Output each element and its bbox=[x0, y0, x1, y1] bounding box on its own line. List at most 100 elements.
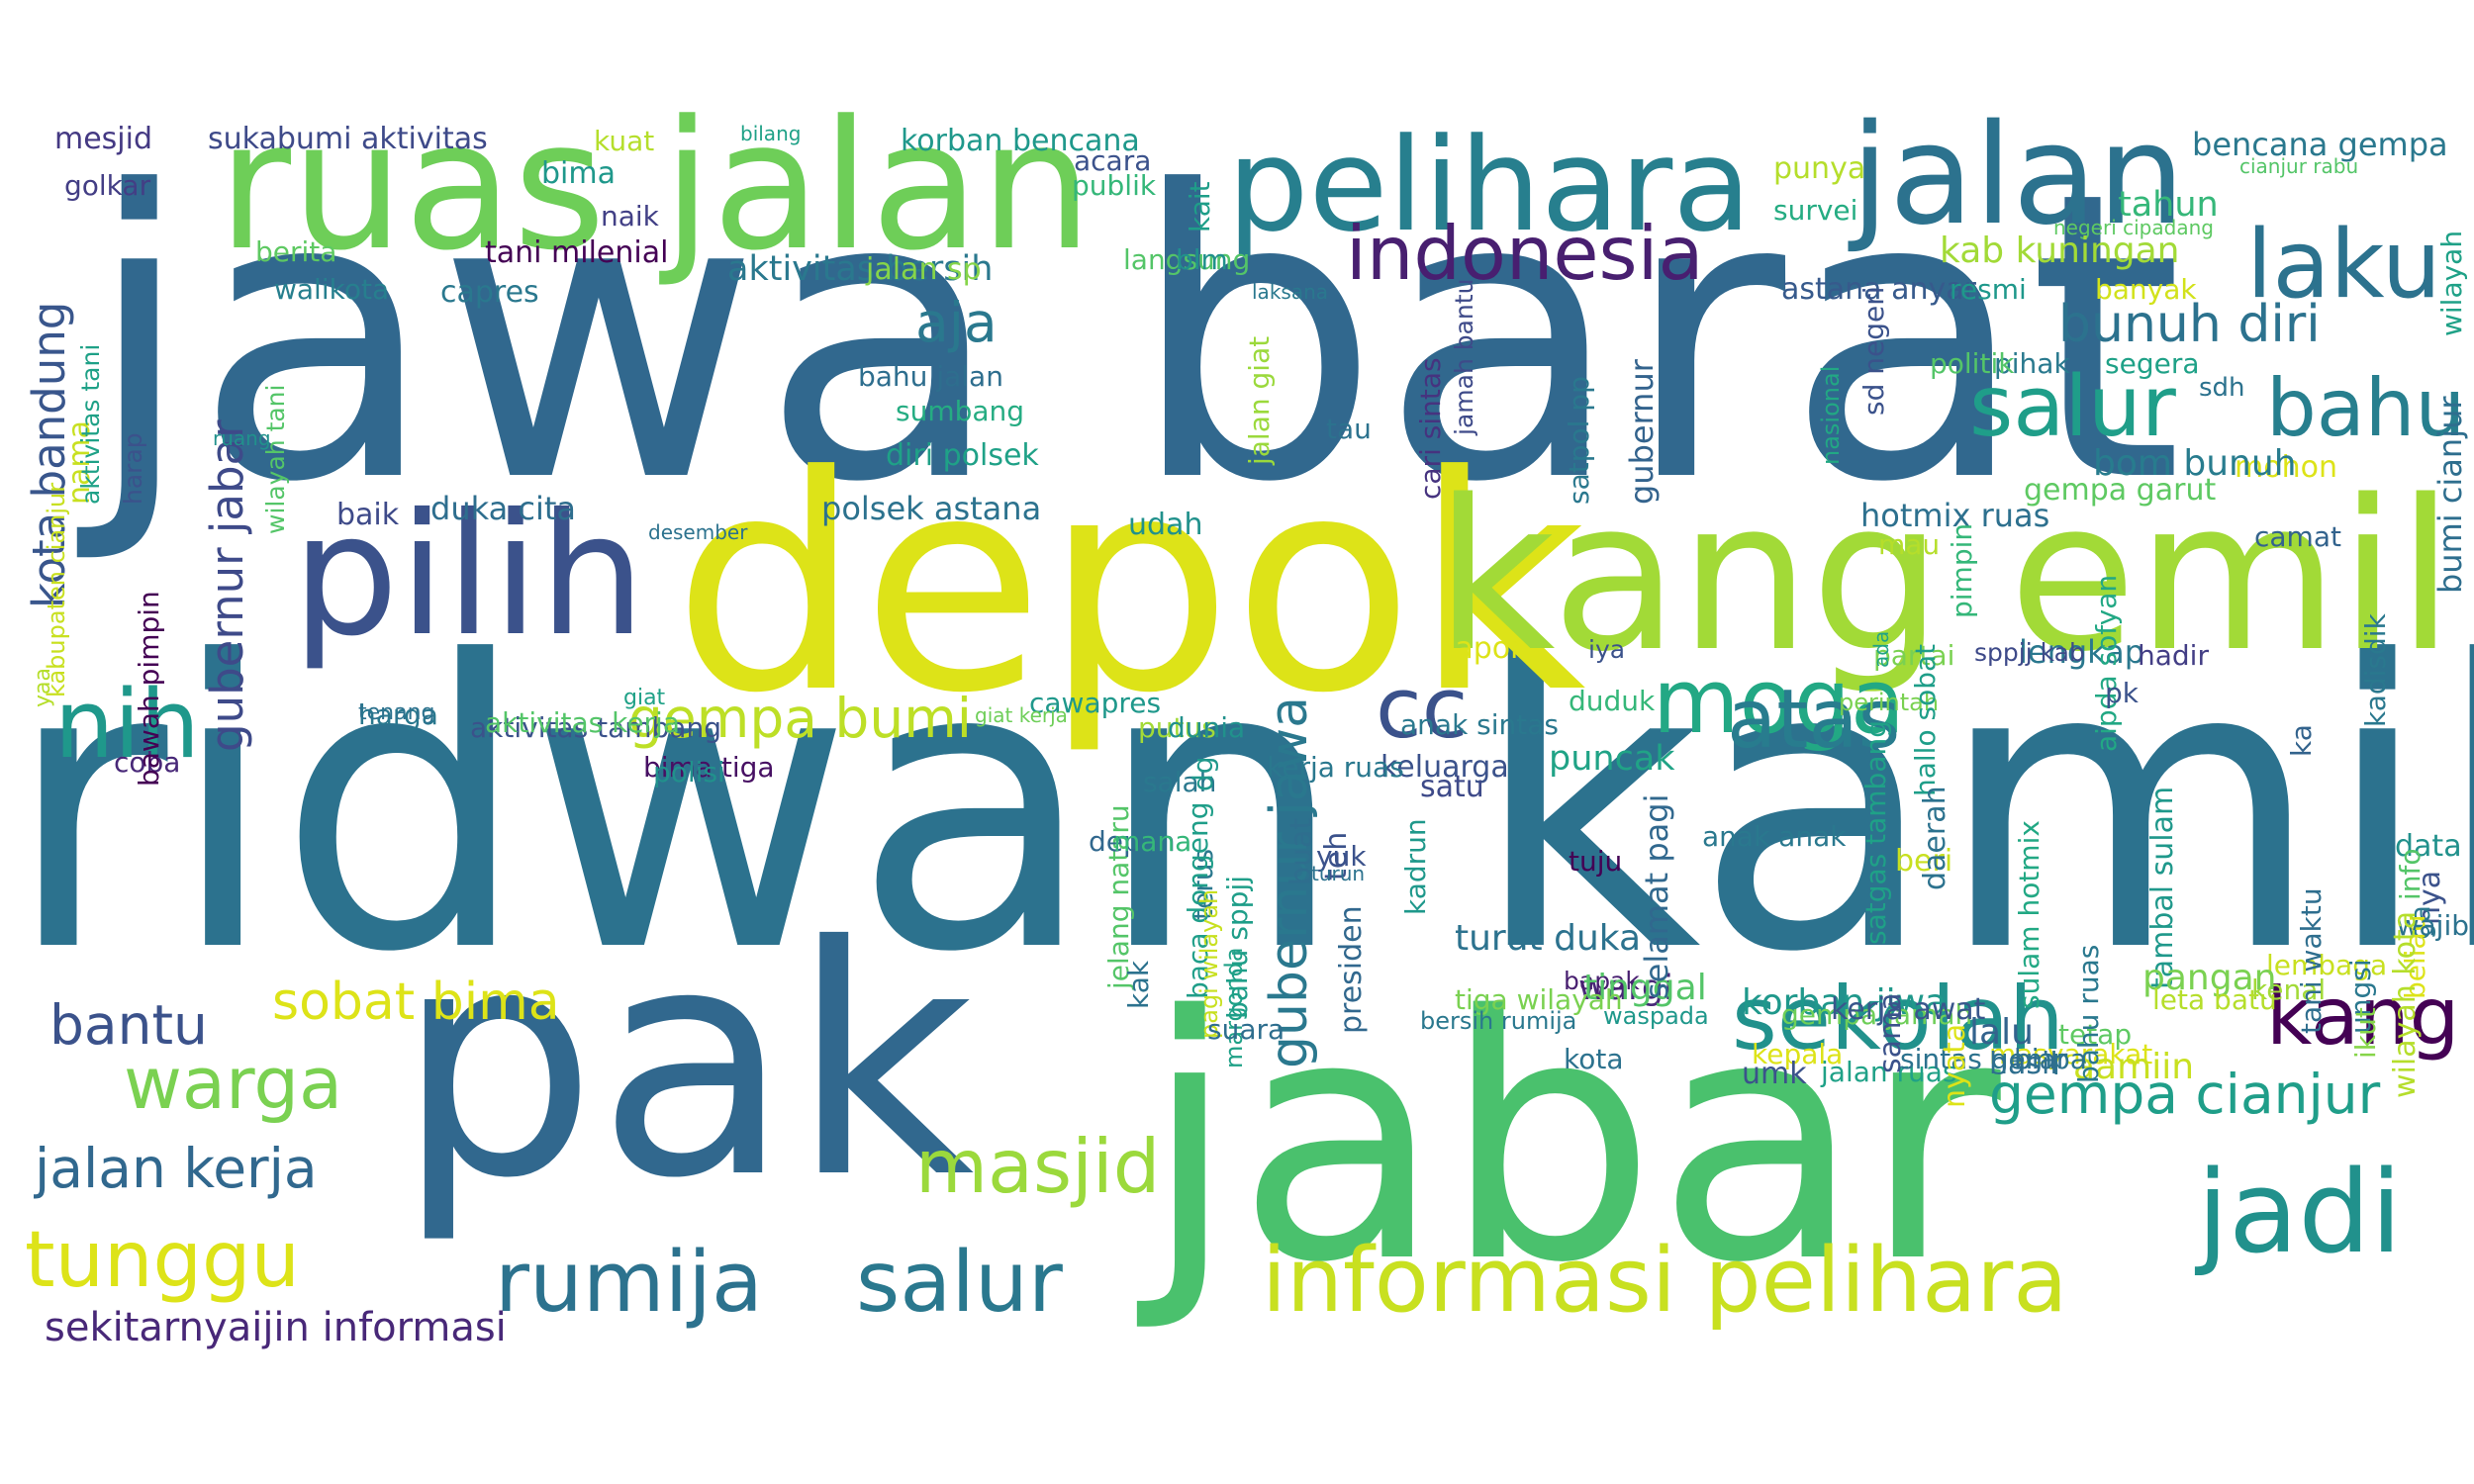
word-cloud-term: kuat bbox=[594, 125, 654, 157]
word-cloud-term: blm bbox=[1176, 243, 1228, 276]
word-cloud-term: bersih rumija bbox=[1420, 1007, 1576, 1035]
word-cloud-term: turut duka bbox=[1455, 918, 1641, 959]
word-cloud-term: tiga wilayah bbox=[1455, 983, 1623, 1016]
word-cloud-term: margonda bbox=[1220, 947, 1248, 1068]
word-cloud-term: naik bbox=[601, 200, 660, 232]
word-cloud-term: cari sintas bbox=[1414, 357, 1447, 500]
word-cloud-term: pimpin bbox=[1946, 523, 1978, 618]
word-cloud-term: sekolah bbox=[1732, 968, 2064, 1069]
word-cloud-term: kenal bbox=[2251, 974, 2326, 1006]
word-cloud-term: aamiin bbox=[2073, 1047, 2194, 1087]
word-cloud-term: bilang bbox=[740, 122, 801, 145]
word-cloud-term: bahu sppjj bbox=[1221, 876, 1254, 1019]
word-cloud-term: kerja awat bbox=[1831, 992, 1986, 1027]
word-cloud-term: korban jiwa bbox=[1742, 982, 1947, 1023]
word-cloud-term: punya bbox=[1773, 151, 1865, 186]
word-cloud-term: tau bbox=[1326, 413, 1372, 445]
word-cloud-term: kerja ruas bbox=[1267, 751, 1404, 784]
word-cloud-term: presiden bbox=[1334, 905, 1369, 1034]
word-cloud-term: gubernur bbox=[1623, 358, 1661, 505]
word-cloud-term: salah bbox=[1143, 766, 1216, 798]
word-cloud-term: cianjur rabu bbox=[2239, 154, 2358, 178]
word-cloud-term: bunuh diri bbox=[2058, 295, 2321, 354]
word-cloud-term: beliau bbox=[2399, 915, 2431, 999]
word-cloud-term: ka bbox=[2285, 724, 2318, 757]
word-cloud-term: bantu bbox=[49, 993, 208, 1057]
word-cloud-term: ridwan kamil bbox=[5, 579, 2474, 1039]
word-cloud-term: publik bbox=[1072, 169, 1157, 202]
word-cloud-term: coba bbox=[114, 746, 180, 779]
word-cloud-term: bima bbox=[541, 156, 616, 191]
word-cloud-term: wargi bbox=[1578, 969, 1673, 1008]
word-cloud-term: gubernur jabar bbox=[201, 419, 253, 752]
word-cloud-term: kadrun bbox=[1399, 818, 1432, 915]
word-cloud-term: jalan ruas bbox=[1820, 1056, 1957, 1088]
word-cloud-term: indonesia bbox=[1346, 210, 1703, 297]
word-cloud-term: kadisdik bbox=[2359, 612, 2392, 727]
word-cloud-term: jalan bbox=[1848, 95, 2185, 256]
word-cloud-term: sobat bima bbox=[272, 973, 560, 1032]
word-cloud-term: bumi cianjur bbox=[2431, 396, 2469, 594]
word-cloud-term: kait bbox=[1184, 181, 1216, 232]
word-cloud-term: satu bbox=[1420, 770, 1484, 804]
word-cloud-term: jelang nataru bbox=[1102, 804, 1135, 990]
word-cloud-term: warga bbox=[124, 1042, 342, 1125]
word-cloud-term: ruang bbox=[213, 426, 271, 450]
word-cloud-term: bahu jalan bbox=[858, 360, 1003, 393]
word-cloud-term: aja bbox=[915, 291, 998, 354]
word-cloud-term: wilayah bbox=[2435, 231, 2468, 336]
word-cloud-term: duka cita bbox=[430, 490, 576, 527]
word-cloud-term: pihak bbox=[1994, 347, 2070, 380]
word-cloud-term: ungsi bbox=[2344, 959, 2377, 1034]
word-cloud-term: mesjid bbox=[54, 122, 152, 156]
word-cloud-term: informasi pelihara bbox=[1262, 1229, 2067, 1333]
word-cloud-term: teh bbox=[1319, 832, 1354, 881]
word-cloud-term: anak anak bbox=[1702, 820, 1847, 853]
word-cloud-term: putus bbox=[1138, 711, 1216, 744]
word-cloud-term: keluarga bbox=[1380, 750, 1509, 785]
word-cloud-term: acara bbox=[1074, 144, 1151, 177]
word-cloud-term: polsek astana bbox=[821, 490, 1041, 527]
word-cloud-term: ada bbox=[1869, 631, 1893, 668]
word-cloud-term: kepala bbox=[1752, 1038, 1843, 1070]
word-cloud-term: ruas jalan bbox=[218, 83, 1093, 290]
word-cloud-term: aktivitas tani bbox=[76, 344, 105, 505]
word-cloud-term: nama bbox=[62, 420, 97, 505]
word-cloud-term: data bbox=[2395, 829, 2462, 864]
word-cloud-term: bencana gempa bbox=[2192, 126, 2448, 163]
word-cloud-term: suara bbox=[1207, 1013, 1285, 1046]
word-cloud-term: nyata bbox=[1938, 1024, 1972, 1108]
word-cloud-term: kota bandung bbox=[23, 302, 75, 608]
word-cloud-term: segera bbox=[2105, 347, 2199, 380]
word-cloud-term: pilih bbox=[292, 478, 645, 674]
word-cloud-term: kab kuningan bbox=[1940, 231, 2180, 271]
word-cloud-term: hadir bbox=[2138, 639, 2209, 672]
word-cloud-term: berita bbox=[255, 235, 336, 268]
word-cloud-term: laksana bbox=[1252, 280, 1328, 304]
word-cloud-term: jadi bbox=[2194, 1147, 2402, 1279]
word-cloud-term: harap bbox=[119, 432, 147, 505]
word-cloud-term: jamah bantu bbox=[1450, 279, 1478, 436]
word-cloud-term: leta batu bbox=[2152, 983, 2277, 1016]
word-cloud-term: tinggal bbox=[1583, 968, 1707, 1008]
word-cloud-term: sukabumi aktivitas bbox=[208, 122, 488, 156]
word-cloud-term: sintas gempa bbox=[1900, 1043, 2087, 1075]
word-cloud-term: buat bbox=[1285, 818, 1319, 885]
word-cloud-term: mohon bbox=[2235, 450, 2337, 485]
word-cloud-term: capres bbox=[440, 275, 539, 310]
word-cloud-term: hallo sobat bbox=[1909, 644, 1942, 796]
word-cloud-term: aktivitas kerja bbox=[485, 706, 680, 739]
word-cloud-term: kak bbox=[1122, 960, 1155, 1009]
word-cloud-term: sama bbox=[1873, 992, 1908, 1073]
word-cloud-term: yaa bbox=[31, 668, 55, 707]
word-cloud-term: langsung bbox=[1123, 243, 1250, 276]
word-cloud-term: depan bbox=[1089, 825, 1176, 858]
word-cloud-term: giat bbox=[623, 686, 666, 710]
word-cloud-term: nih bbox=[54, 671, 200, 780]
word-cloud-term: satgas tambang bbox=[1859, 720, 1892, 945]
word-cloud-term: lalu bbox=[1969, 1012, 2034, 1053]
word-cloud-term: tahun bbox=[2118, 185, 2219, 225]
word-cloud-term: survei bbox=[1773, 194, 1857, 227]
word-cloud-term: hotmix ruas bbox=[1860, 497, 2049, 534]
word-cloud-term: sumbang bbox=[896, 395, 1024, 427]
